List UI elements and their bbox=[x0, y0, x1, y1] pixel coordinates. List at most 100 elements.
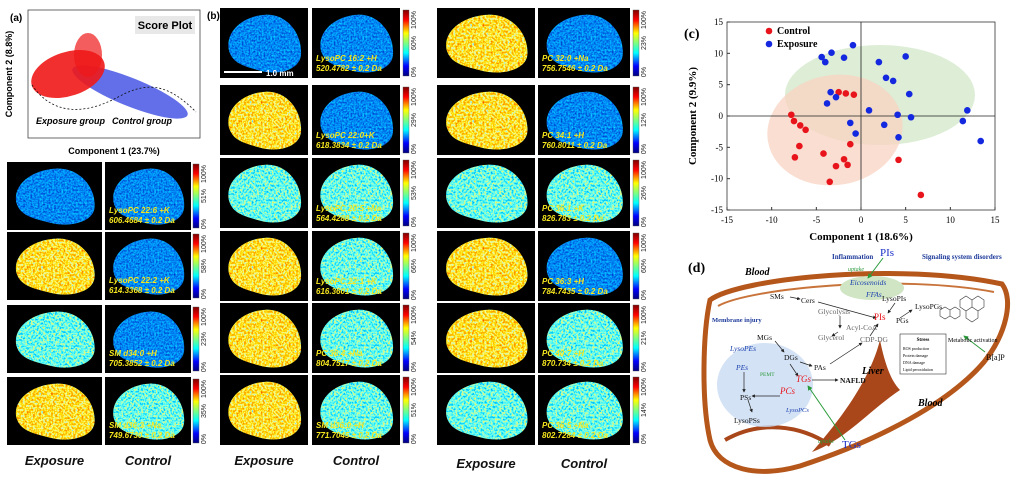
colorbar-label: 0% bbox=[411, 362, 418, 372]
point bbox=[802, 126, 809, 134]
arrows bbox=[742, 296, 913, 413]
metabolite: Eicosenoids bbox=[849, 278, 886, 287]
pathway: Acyl-CoA bbox=[846, 323, 878, 332]
mz-label: 749.6730 ± 0.2 Da bbox=[109, 431, 175, 440]
colorbar-label: 58% bbox=[201, 259, 208, 273]
mz-label: 771.7045 ± 0.2 Da bbox=[316, 431, 382, 440]
disease: NAFLD bbox=[840, 376, 866, 385]
colorbar-label: 100% bbox=[641, 11, 648, 29]
mz-label: 804.7517 ± 0.2 Da bbox=[316, 359, 382, 368]
mz-label: 802.7284 ± 0.2 Da bbox=[542, 431, 608, 440]
footer-label: Control bbox=[125, 453, 172, 468]
mz-label: 616.3601 ± 0.2 Da bbox=[316, 287, 382, 296]
eicosenoid-region bbox=[840, 276, 904, 300]
footer-label: Exposure bbox=[25, 453, 84, 468]
colorbar-label: 100% bbox=[201, 380, 208, 398]
colorbar bbox=[632, 86, 640, 154]
pathway: Glycerol bbox=[818, 333, 844, 342]
legend-marker bbox=[765, 27, 773, 35]
blood-label: Blood bbox=[917, 398, 943, 409]
colorbar-label: 100% bbox=[641, 234, 648, 252]
title: Score Plot bbox=[138, 20, 193, 32]
colorbar-label: 100% bbox=[411, 88, 418, 106]
x-label: Component 1 (18.6%) bbox=[809, 231, 913, 243]
point bbox=[842, 90, 850, 97]
colorbar-label: 0% bbox=[641, 434, 648, 444]
colorbar-label: 21% bbox=[641, 331, 648, 345]
mz-label: 784.7435 ± 0.2 Da bbox=[542, 287, 608, 296]
colorbar-label: 0% bbox=[201, 434, 208, 444]
effect-label: Membrane injury bbox=[712, 317, 762, 324]
metabolite: PGs bbox=[896, 316, 909, 325]
lipid-label: PC 36:3 +H bbox=[542, 277, 584, 286]
metabolite: PSs bbox=[740, 393, 751, 402]
colorbar-label: 29% bbox=[411, 113, 418, 127]
uptake-arrows bbox=[807, 257, 986, 441]
lipid-label: PC 36:5 +Na bbox=[542, 421, 589, 430]
x-tick-label: 15 bbox=[991, 215, 1001, 225]
point bbox=[844, 161, 851, 169]
control-cloud bbox=[72, 65, 188, 119]
footer-label: Control bbox=[333, 453, 380, 468]
colorbar-label: 0% bbox=[641, 217, 648, 227]
colorbar-label: 100% bbox=[411, 378, 418, 396]
x-tick-label: -10 bbox=[766, 215, 778, 225]
uptake-label: uptake bbox=[818, 439, 834, 445]
colorbar-label: 0% bbox=[201, 362, 208, 372]
colorbar-label: 26% bbox=[641, 186, 648, 200]
y-tick-label: 0 bbox=[719, 111, 724, 121]
point bbox=[905, 90, 913, 98]
legend-label: Exposure bbox=[777, 39, 818, 50]
footer-label: Exposure bbox=[456, 456, 515, 471]
colorbar-label: 60% bbox=[641, 259, 648, 273]
bap-molecule bbox=[939, 295, 985, 323]
point bbox=[889, 77, 897, 85]
colorbar bbox=[632, 9, 640, 77]
metabolite: DGs bbox=[784, 353, 798, 362]
colorbar bbox=[632, 159, 640, 227]
x-tick-label: -5 bbox=[813, 215, 821, 225]
colorbar-label: 0% bbox=[201, 289, 208, 299]
lipid-label: LysoPC 22:2 +K bbox=[109, 276, 171, 285]
colorbar-label: 60% bbox=[411, 36, 418, 50]
stress-box bbox=[899, 333, 947, 375]
lipid-label: LysoPC 20:5 +Na bbox=[316, 204, 382, 213]
exposure-cloud bbox=[74, 33, 102, 77]
colorbar-label: 100% bbox=[641, 306, 648, 324]
colorbar-label: 0% bbox=[411, 290, 418, 300]
control-region bbox=[767, 74, 903, 186]
colorbar-label: 100% bbox=[201, 235, 208, 253]
colorbar-label: 0% bbox=[641, 362, 648, 372]
metabolite: TGs bbox=[842, 439, 861, 451]
effect-label: Inflammation bbox=[832, 253, 873, 261]
colorbar bbox=[632, 376, 640, 444]
blood-label: Blood bbox=[744, 267, 770, 278]
point bbox=[850, 91, 858, 98]
footer-label: Exposure bbox=[234, 453, 293, 468]
point bbox=[788, 111, 795, 119]
panel-label: (a) bbox=[10, 13, 22, 24]
mz-label: 614.3368 ± 0.2 Da bbox=[109, 286, 175, 295]
y-tick-label: -15 bbox=[711, 205, 723, 215]
point bbox=[823, 100, 831, 107]
title-box bbox=[135, 16, 195, 34]
y-tick-label: 15 bbox=[714, 17, 724, 27]
lipid-label: SM d36:0 +H bbox=[316, 421, 364, 430]
point bbox=[827, 88, 834, 96]
uptake-label: uptake bbox=[848, 267, 864, 273]
colorbar-label: 100% bbox=[201, 308, 208, 326]
lipid-label: PC 40:7 +H bbox=[542, 349, 584, 358]
metabolite: LysoPIs bbox=[882, 294, 906, 303]
enzyme: PEMT bbox=[760, 372, 775, 378]
organ-label: Liver bbox=[861, 366, 884, 377]
colorbar-label: 0% bbox=[201, 219, 208, 229]
colorbar-label: 54% bbox=[411, 331, 418, 345]
colorbar bbox=[192, 378, 200, 444]
effect-label: Metabolic activation bbox=[948, 338, 997, 344]
vein bbox=[812, 340, 900, 452]
mz-label: 826.783 ± 0.2 Da bbox=[542, 214, 604, 223]
colorbar bbox=[402, 159, 410, 227]
lipid-label: SM d36:3 +Na bbox=[109, 421, 162, 430]
